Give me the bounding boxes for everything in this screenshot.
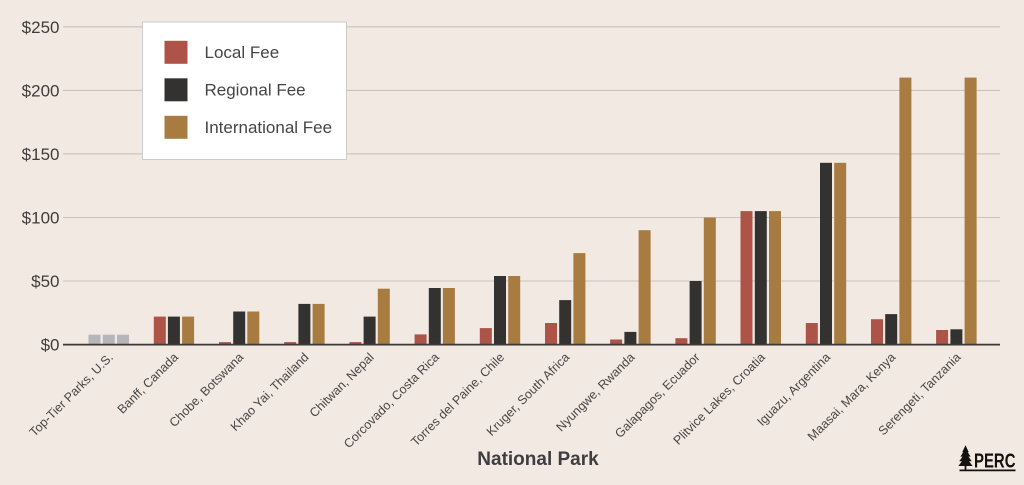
svg-text:National Park: National Park (477, 449, 599, 470)
svg-text:$150: $150 (22, 145, 60, 164)
svg-text:Regional Fee: Regional Fee (205, 81, 306, 100)
svg-text:$200: $200 (22, 81, 60, 100)
svg-text:Local Fee: Local Fee (205, 43, 280, 62)
svg-text:$0: $0 (41, 336, 60, 355)
svg-text:$250: $250 (22, 18, 60, 37)
svg-text:$50: $50 (31, 272, 59, 291)
svg-text:PERC: PERC (974, 449, 1016, 472)
svg-text:International Fee: International Fee (205, 118, 333, 137)
svg-text:$100: $100 (22, 209, 60, 228)
